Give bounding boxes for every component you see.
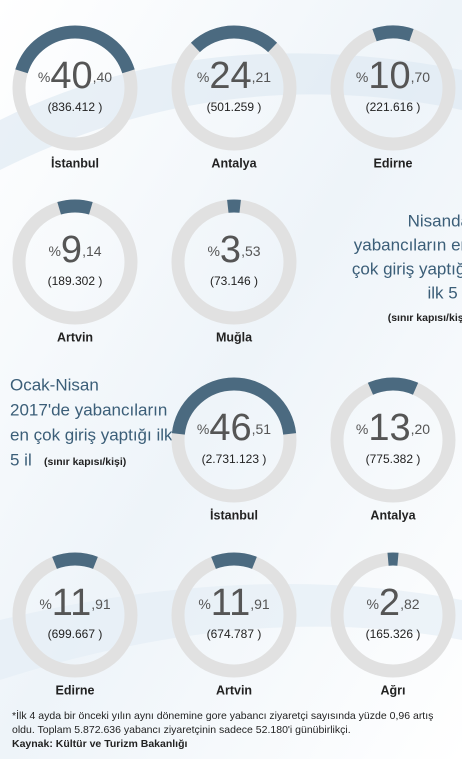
group-title: 2017'de yabancıların (10, 400, 167, 419)
category-label: İstanbul (51, 155, 99, 170)
count-label: (836.412 ) (48, 100, 103, 114)
value-label: %11,91 (39, 582, 111, 624)
value-label: %46,51 (197, 407, 271, 449)
value-label: %3,53 (207, 229, 260, 271)
category-label: Ağrı (381, 683, 406, 697)
value-label: %2,82 (366, 582, 419, 624)
donut-arc (372, 25, 414, 42)
source: Kaynak: Kültür ve Turizm Bakanlığı (12, 738, 188, 750)
donut-arc (367, 377, 419, 395)
category-label: Edirne (56, 683, 95, 697)
donut-arc (52, 552, 98, 570)
category-label: Antalya (211, 156, 257, 170)
count-label: (501.259 ) (207, 100, 262, 114)
group-title: ilk 5 il (427, 283, 462, 302)
value-label: %40,40 (38, 55, 112, 97)
value-label: %10,70 (356, 55, 430, 97)
group-subtitle: (sınır kapısı/kişi) (388, 312, 462, 324)
count-label: (221.616 ) (366, 100, 421, 114)
category-label: Muğla (216, 330, 253, 344)
footnote: oldu. Toplam 5.872.636 yabancı ziyaretçi… (12, 724, 351, 736)
group-title: çok giriş yaptığı (352, 259, 462, 278)
donut-arc (15, 25, 135, 74)
category-label: İstanbul (210, 507, 258, 522)
category-label: Artvin (57, 330, 93, 344)
value-label: %11,91 (198, 582, 270, 624)
count-label: (165.326 ) (366, 627, 421, 641)
group-subtitle: (sınır kapısı/kişi) (44, 456, 126, 468)
category-label: Edirne (374, 156, 413, 170)
group-title: en çok giriş yaptığı ilk (10, 425, 173, 444)
decor-swoosh (0, 584, 462, 680)
count-label: (699.667 ) (48, 627, 103, 641)
group-title: Ocak-Nisan (10, 375, 99, 394)
value-label: %24,21 (197, 55, 271, 97)
decor-swoosh (0, 53, 462, 170)
group-title: yabancıların en (354, 235, 462, 254)
donut-arc (57, 199, 93, 215)
group-title: 5 il (10, 450, 32, 469)
category-label: Antalya (370, 508, 416, 522)
donut-arc (171, 377, 297, 435)
count-label: (73.146 ) (210, 274, 258, 288)
donut-arc (211, 552, 257, 570)
count-label: (189.302 ) (48, 274, 103, 288)
category-label: Artvin (216, 683, 252, 697)
value-label: %9,14 (48, 229, 101, 271)
count-label: (775.382 ) (366, 452, 421, 466)
group-title: Nisanda (408, 211, 462, 230)
donut-arc (190, 25, 278, 53)
footnote: *İlk 4 ayda bir önceki yılın aynı dönemi… (12, 709, 433, 722)
count-label: (674.787 ) (207, 627, 262, 641)
count-label: (2.731.123 ) (202, 452, 267, 466)
value-label: %13,20 (356, 407, 430, 449)
